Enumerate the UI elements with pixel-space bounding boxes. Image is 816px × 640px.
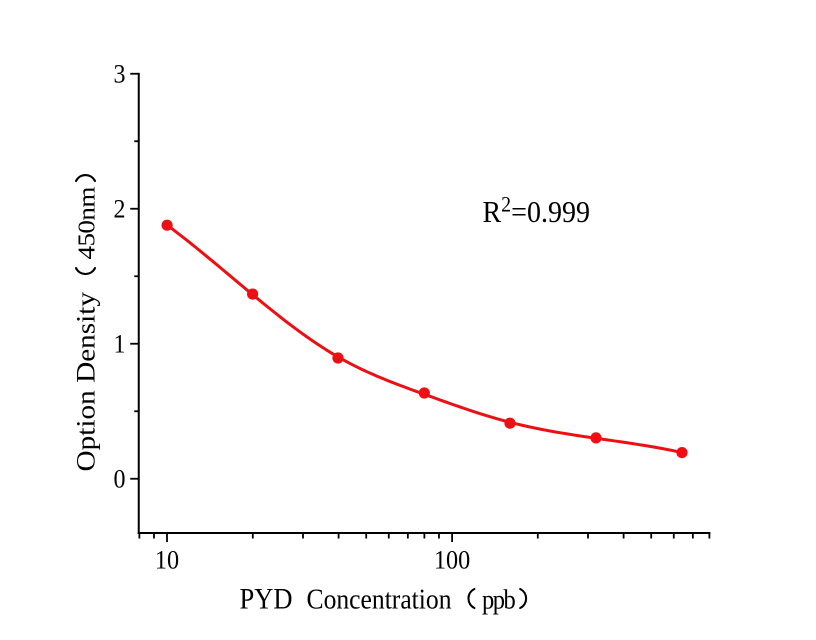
svg-text:100: 100 <box>434 544 470 574</box>
svg-text:1: 1 <box>114 331 126 359</box>
svg-text:450nm: 450nm <box>73 187 101 260</box>
svg-text:ppb: ppb <box>482 584 515 614</box>
svg-text:Concentration: Concentration <box>307 583 453 614</box>
svg-text:PYD: PYD <box>240 583 293 615</box>
svg-text:2: 2 <box>114 196 126 224</box>
svg-text:10: 10 <box>155 544 179 574</box>
svg-text:R2=0.999: R2=0.999 <box>483 192 590 230</box>
svg-text:Option Density: Option Density <box>72 292 101 472</box>
svg-text:3: 3 <box>114 61 126 89</box>
svg-text:0: 0 <box>114 466 126 494</box>
